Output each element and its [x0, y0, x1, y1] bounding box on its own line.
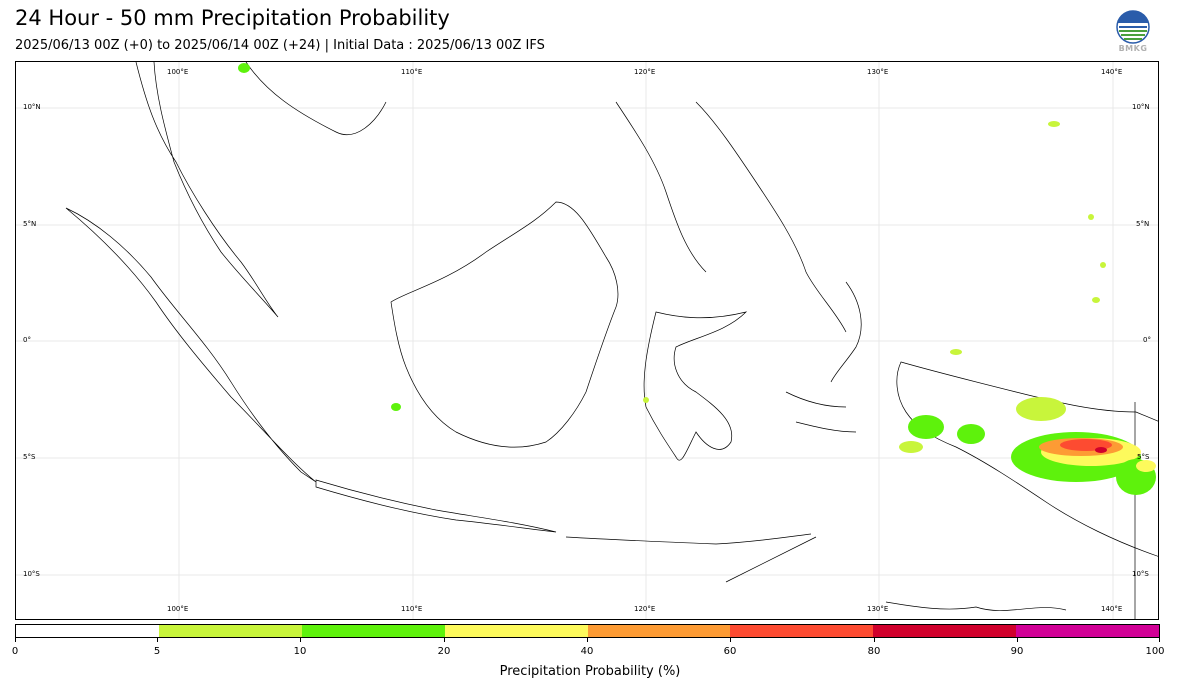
lon-label-top: 100°E: [167, 68, 189, 76]
colorbar-tick-label: 100: [1145, 646, 1165, 657]
colorbar-segment: [16, 625, 159, 637]
colorbar-tick-label: 0: [11, 646, 19, 657]
map-title: 24 Hour - 50 mm Precipitation Probabilit…: [15, 6, 450, 30]
colorbar-tickmark: [300, 638, 301, 642]
colorbar-tickmark: [157, 638, 158, 642]
colorbar-title: Precipitation Probability (%): [499, 664, 681, 679]
bmkg-logo-text: BMKG: [1118, 44, 1148, 53]
colorbar-segment: [873, 625, 1017, 637]
lat-label-left: 0°: [23, 336, 31, 344]
colorbar-tickmark: [730, 638, 731, 642]
map-canvas: [16, 62, 1158, 619]
colorbar-segment: [587, 625, 731, 637]
colorbar-tick-label: 80: [867, 646, 881, 657]
colorbar-segment: [301, 625, 445, 637]
lon-label-bottom: 100°E: [167, 605, 189, 613]
lat-label-right: 10°N: [1132, 103, 1150, 111]
colorbar-segment: [158, 625, 302, 637]
lon-label-top: 110°E: [401, 68, 423, 76]
colorbar-tickmark: [874, 638, 875, 642]
colorbar-tick-label: 40: [580, 646, 594, 657]
lat-label-left: 10°N: [23, 103, 41, 111]
lat-label-left: 10°S: [23, 570, 40, 578]
lon-label-bottom: 110°E: [401, 605, 423, 613]
lon-label-top: 120°E: [634, 68, 656, 76]
colorbar: [15, 624, 1160, 638]
colorbar-tickmark: [1159, 638, 1160, 642]
bmkg-logo: [1113, 10, 1153, 56]
colorbar-tick-label: 60: [723, 646, 737, 657]
colorbar-tick-label: 20: [437, 646, 451, 657]
map-panel[interactable]: 100°E 110°E 120°E 130°E 140°E 100°E 110°…: [15, 61, 1159, 620]
lat-label-right: 5°S: [1137, 453, 1150, 461]
lat-label-right: 10°S: [1132, 570, 1149, 578]
lat-label-left: 5°S: [23, 453, 36, 461]
lon-label-bottom: 120°E: [634, 605, 656, 613]
colorbar-tick-label: 10: [293, 646, 307, 657]
colorbar-segment: [444, 625, 588, 637]
colorbar-tickmark: [587, 638, 588, 642]
colorbar-tick-label: 90: [1010, 646, 1024, 657]
lon-label-top: 140°E: [1101, 68, 1123, 76]
lat-label-left: 5°N: [23, 220, 37, 228]
graticule: [16, 62, 1158, 619]
lat-label-right: 5°N: [1136, 220, 1150, 228]
lon-label-bottom: 130°E: [867, 605, 889, 613]
colorbar-tickmark: [15, 638, 16, 642]
precip-shading: [238, 63, 1156, 495]
colorbar-tickmark: [444, 638, 445, 642]
lon-label-top: 130°E: [867, 68, 889, 76]
lon-label-bottom: 140°E: [1101, 605, 1123, 613]
colorbar-tick-label: 5: [153, 646, 161, 657]
colorbar-segment: [730, 625, 874, 637]
colorbar-tickmark: [1017, 638, 1018, 642]
lat-label-right: 0°: [1143, 336, 1151, 344]
map-subtitle: 2025/06/13 00Z (+0) to 2025/06/14 00Z (+…: [15, 38, 545, 53]
colorbar-segment: [1016, 625, 1159, 637]
